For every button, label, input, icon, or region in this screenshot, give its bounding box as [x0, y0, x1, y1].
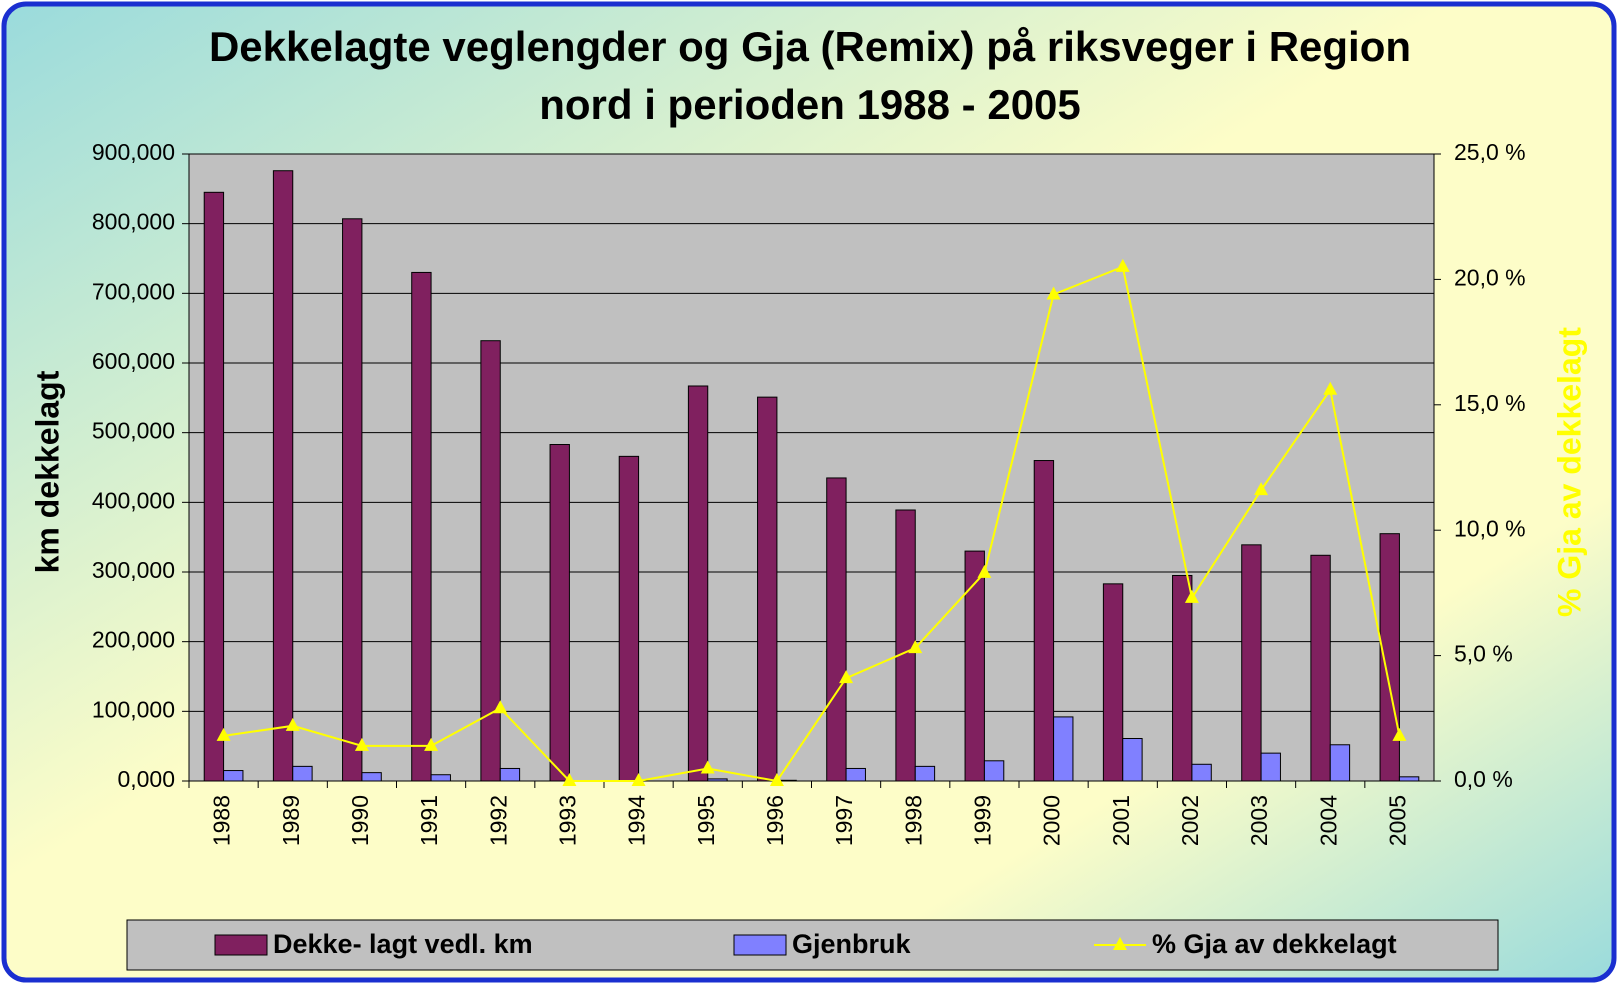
bar — [964, 550, 985, 782]
x-tick-label: 1993 — [554, 795, 580, 846]
bar — [1379, 533, 1400, 782]
bar — [1260, 752, 1281, 782]
bar — [272, 170, 294, 782]
bar — [1102, 583, 1124, 782]
bar — [707, 778, 728, 782]
bar — [914, 765, 936, 782]
bar — [1191, 763, 1212, 782]
x-tick-label: 2005 — [1384, 795, 1410, 846]
x-tick-label: 1989 — [278, 795, 304, 846]
marker — [1184, 589, 1199, 603]
y2-tick-label: 10,0 % — [1454, 515, 1526, 541]
bar — [1398, 776, 1420, 782]
legend-swatch — [733, 934, 787, 956]
y-tick-label: 500,000 — [92, 418, 175, 444]
y2-axis-title: % Gja av dekkelagt — [1551, 327, 1587, 617]
marker — [1046, 286, 1061, 300]
x-tick-label: 2004 — [1315, 795, 1341, 846]
bar — [223, 770, 244, 782]
bar — [1172, 574, 1193, 782]
bar — [342, 218, 363, 782]
y-tick-label: 200,000 — [92, 627, 175, 653]
line — [223, 265, 1401, 783]
x-tick-label: 1995 — [693, 795, 719, 846]
bar — [499, 767, 521, 782]
bar — [430, 774, 451, 782]
x-tick-label: 1992 — [485, 795, 511, 846]
x-tick-label: 1994 — [624, 795, 650, 846]
bar — [549, 444, 570, 782]
bar — [845, 767, 866, 782]
marker — [1392, 727, 1407, 741]
y-axis-title: km dekkelagt — [29, 370, 65, 573]
bar — [1122, 738, 1143, 782]
x-tick-label: 1999 — [969, 795, 995, 846]
y2-tick-label: 20,0 % — [1454, 264, 1526, 290]
y-tick-label: 300,000 — [92, 557, 175, 583]
bar — [1241, 544, 1262, 782]
y-tick-label: 100,000 — [92, 696, 175, 722]
marker — [700, 760, 715, 774]
bar — [983, 760, 1005, 782]
bar — [1310, 554, 1331, 782]
y-tick-label: 0,000 — [117, 766, 175, 792]
bar — [361, 772, 382, 782]
y2-tick-label: 0,0 % — [1454, 766, 1513, 792]
y2-tick-label: 15,0 % — [1454, 390, 1526, 416]
marker — [493, 700, 508, 714]
x-tick-label: 2003 — [1246, 795, 1272, 846]
bar — [1033, 460, 1055, 782]
x-tick-label: 1997 — [831, 795, 857, 846]
marker — [1254, 482, 1269, 496]
bar — [757, 396, 778, 782]
x-tick-label: 1991 — [416, 795, 442, 846]
marker — [908, 640, 923, 654]
marker — [1323, 381, 1338, 395]
legend-label: Gjenbruk — [792, 929, 912, 959]
bar — [292, 765, 313, 782]
y-tick-label: 600,000 — [92, 348, 175, 374]
x-tick-label: 1990 — [347, 795, 373, 846]
bar — [687, 385, 709, 782]
legend-label: Dekke- lagt vedl. km — [273, 929, 533, 959]
y-tick-label: 700,000 — [92, 278, 175, 304]
plot-area — [189, 154, 1434, 781]
x-tick-label: 1996 — [762, 795, 788, 846]
marker — [977, 564, 992, 578]
bar — [480, 340, 501, 782]
marker — [839, 670, 854, 684]
legend-swatch — [214, 934, 268, 956]
y2-tick-label: 25,0 % — [1454, 139, 1526, 165]
marker — [354, 737, 369, 751]
x-tick-label: 1998 — [900, 795, 926, 846]
bar — [203, 191, 225, 782]
legend-marker — [1113, 937, 1127, 950]
y2-tick-label: 5,0 % — [1454, 641, 1513, 667]
marker — [631, 773, 646, 786]
x-tick-label: 2000 — [1039, 795, 1065, 846]
marker — [424, 737, 439, 751]
legend-label: % Gja av dekkelagt — [1152, 929, 1397, 959]
legend — [126, 919, 1499, 971]
bar — [1329, 744, 1351, 782]
marker — [769, 773, 784, 786]
chart-title: Dekkelagte veglengder og Gja (Remix) på … — [208, 23, 1412, 128]
y-tick-label: 400,000 — [92, 487, 175, 513]
marker — [562, 773, 577, 786]
marker — [216, 727, 231, 741]
x-tick-label: 2002 — [1177, 795, 1203, 846]
bar — [826, 477, 847, 782]
bar — [1053, 716, 1074, 782]
y-tick-label: 900,000 — [92, 139, 175, 165]
x-tick-label: 1988 — [209, 795, 235, 846]
x-tick-label: 2001 — [1108, 795, 1134, 846]
y-tick-label: 800,000 — [92, 209, 175, 235]
marker — [1115, 258, 1130, 272]
marker — [285, 717, 300, 731]
bar — [411, 271, 432, 782]
bar — [618, 455, 640, 782]
